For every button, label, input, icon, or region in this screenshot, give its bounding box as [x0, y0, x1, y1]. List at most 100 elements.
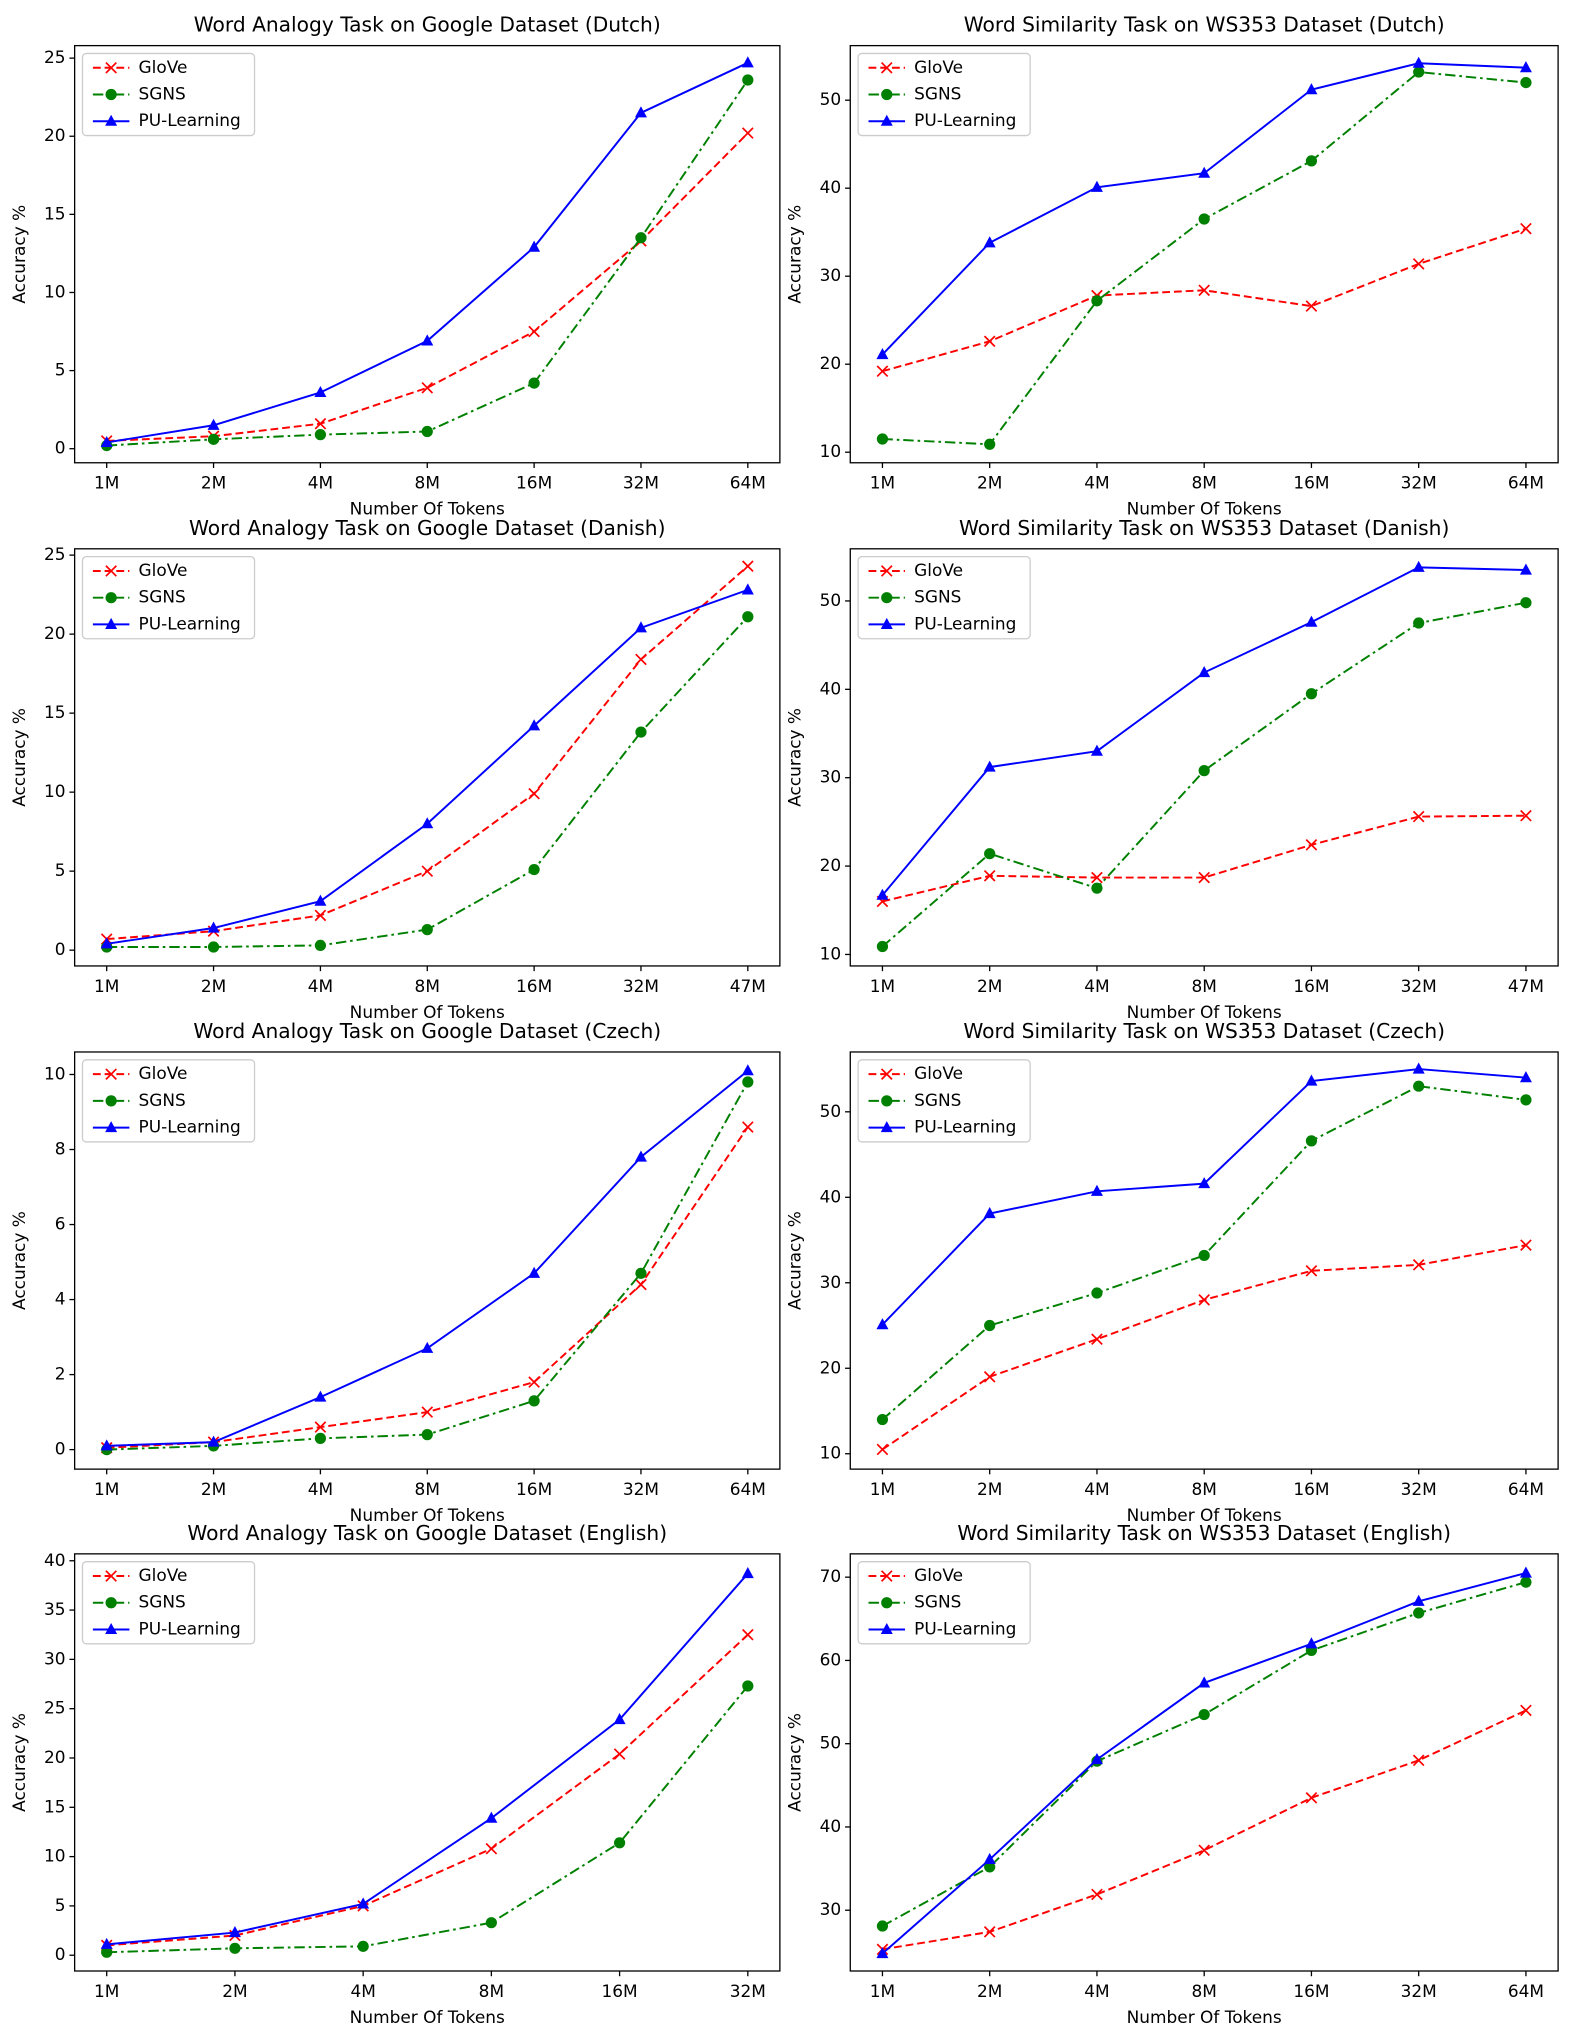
marker [421, 923, 433, 936]
marker [1412, 560, 1425, 572]
y-tick-label: 0 [55, 1944, 66, 1964]
series-line [882, 227, 1527, 373]
marker [528, 240, 541, 252]
marker [1412, 1754, 1425, 1767]
x-tick-label: 2M [977, 473, 1002, 493]
marker [983, 1207, 996, 1219]
marker [880, 1622, 893, 1635]
y-tick-label: 40 [820, 177, 842, 197]
marker [1520, 597, 1532, 609]
marker [635, 1278, 647, 1291]
marker [314, 429, 327, 441]
marker [1412, 258, 1425, 270]
x-tick-label: 64M [730, 1479, 766, 1499]
y-tick-label: 25 [44, 47, 66, 67]
x-axis-label: Number Of Tokens [1127, 2007, 1282, 2027]
marker [1091, 882, 1103, 894]
marker [1090, 180, 1103, 192]
legend-label: GloVe [914, 1063, 963, 1083]
x-axis-label: Number Of Tokens [1127, 1002, 1282, 1022]
marker [1198, 213, 1210, 225]
series-line [881, 1244, 1527, 1451]
y-tick-label: 40 [820, 1816, 842, 1836]
marker [880, 565, 893, 577]
y-tick-label: 0 [55, 438, 66, 458]
marker [1412, 810, 1425, 823]
marker [1198, 1708, 1210, 1721]
marker [1520, 1239, 1532, 1251]
marker [314, 385, 327, 398]
marker [207, 921, 220, 933]
x-tick-label: 1M [870, 473, 895, 493]
marker [984, 438, 996, 450]
x-tick-label: 16M [1293, 473, 1329, 493]
y-tick-label: 40 [44, 1550, 66, 1570]
marker [105, 565, 117, 577]
x-tick-label: 4M [308, 976, 333, 996]
legend-label: SGNS [914, 587, 961, 607]
marker [635, 726, 647, 738]
plot-frame [849, 44, 1559, 464]
y-tick-label: 10 [820, 943, 842, 963]
x-tick-label: 1M [94, 473, 119, 493]
x-tick-label: 8M [415, 1479, 440, 1499]
marker [742, 127, 754, 139]
marker [528, 787, 540, 800]
marker [485, 1842, 498, 1855]
marker [634, 1150, 647, 1162]
marker [1198, 765, 1210, 777]
legend-box [857, 555, 1031, 640]
marker [1198, 1294, 1211, 1306]
y-tick-label: 30 [820, 265, 842, 285]
marker [1412, 1062, 1425, 1074]
marker [881, 1095, 893, 1107]
marker [613, 1748, 626, 1760]
legend-label: PU-Learning [139, 613, 241, 633]
marker [528, 1395, 540, 1407]
legend-label: GloVe [139, 560, 188, 580]
marker [314, 939, 327, 952]
x-tick-label: 64M [1508, 1479, 1544, 1499]
y-tick-label: 20 [820, 353, 842, 373]
marker [105, 592, 117, 604]
x-tick-label: 1M [870, 1981, 895, 2001]
marker [983, 760, 996, 772]
legend-label: GloVe [914, 560, 963, 580]
marker [314, 894, 327, 906]
marker [1520, 222, 1532, 235]
marker [1413, 1080, 1425, 1092]
marker [314, 1421, 327, 1433]
marker [1412, 1259, 1425, 1271]
series-line [106, 1126, 749, 1449]
marker [1519, 1071, 1532, 1083]
x-tick-label: 4M [1084, 473, 1109, 493]
marker [741, 583, 754, 595]
marker [421, 1341, 434, 1353]
x-axis-label: Number Of Tokens [350, 1002, 505, 1022]
marker [1305, 83, 1318, 95]
marker [357, 1940, 369, 1952]
y-tick-label: 5 [55, 360, 66, 380]
y-axis-label: Accuracy % [785, 1713, 805, 1812]
series-line [106, 616, 749, 948]
x-tick-label: 16M [516, 976, 552, 996]
marker [880, 617, 893, 629]
y-tick-label: 10 [44, 1846, 66, 1866]
marker [880, 114, 893, 126]
series-line [106, 1685, 749, 1954]
marker [876, 1920, 889, 1932]
y-tick-label: 25 [44, 1698, 66, 1718]
x-tick-label: 32M [1401, 473, 1437, 493]
marker [880, 1121, 893, 1133]
marker [876, 433, 889, 445]
y-tick-label: 10 [820, 441, 842, 461]
x-tick-label: 1M [870, 1479, 895, 1499]
marker [105, 114, 118, 126]
plot-frame [73, 44, 781, 464]
marker [1520, 809, 1532, 822]
y-tick-label: 8 [55, 1139, 66, 1159]
y-tick-label: 40 [820, 1186, 842, 1206]
x-tick-label: 16M [602, 1981, 638, 2001]
y-tick-label: 5 [55, 860, 66, 880]
y-axis-label: Accuracy % [9, 1713, 29, 1812]
